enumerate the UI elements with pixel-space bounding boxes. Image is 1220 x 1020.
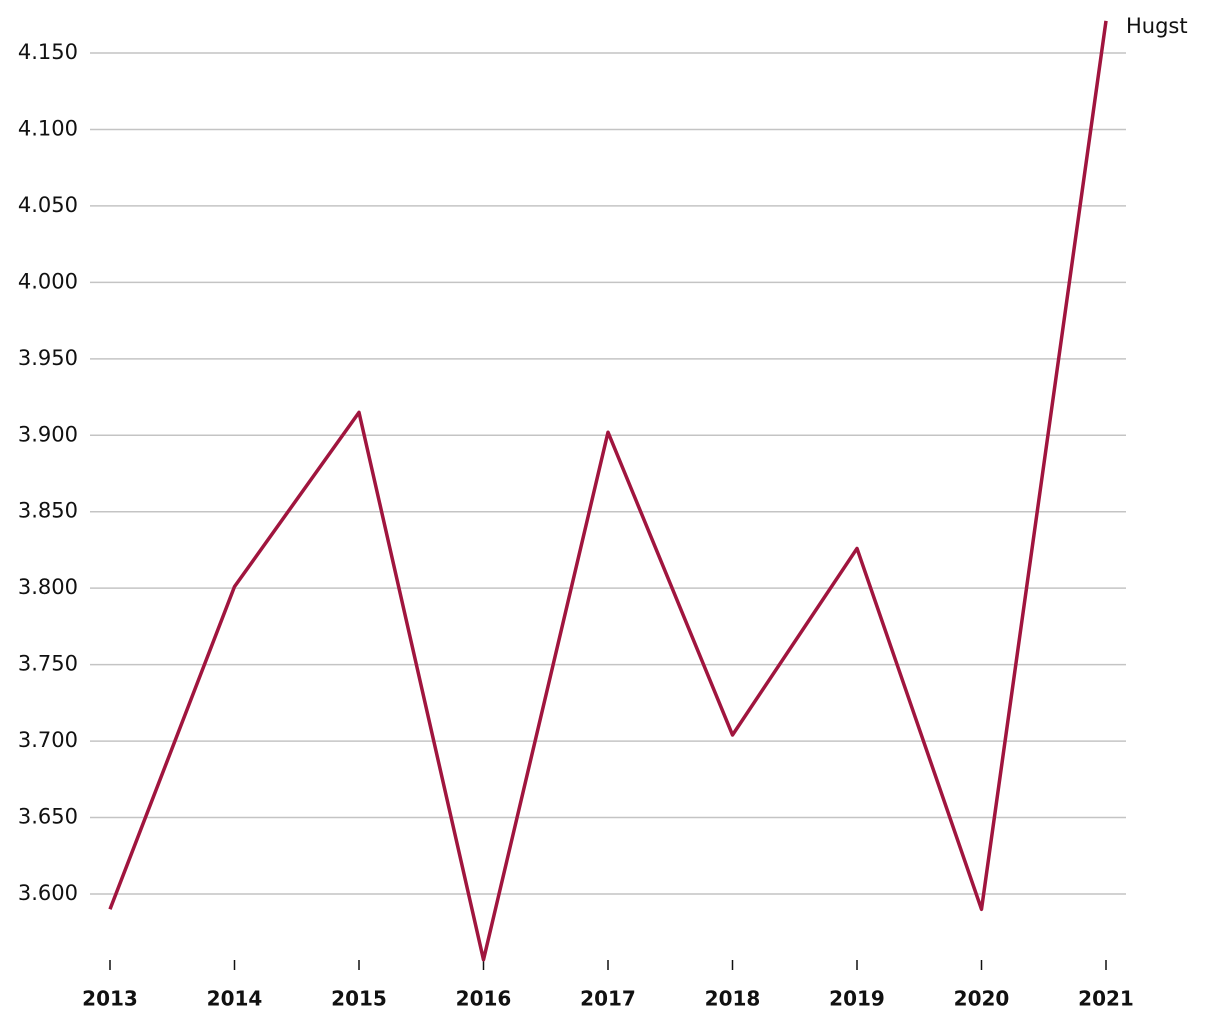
x-tick-label: 2016: [456, 987, 512, 1011]
y-tick-label: 3.700: [18, 728, 78, 752]
y-tick-label: 4.150: [18, 40, 78, 64]
y-tick-label: 3.900: [18, 422, 78, 446]
x-tick-label: 2013: [82, 987, 138, 1011]
series-label: Hugst: [1126, 14, 1188, 38]
y-tick-label: 3.650: [18, 805, 78, 829]
x-tick-label: 2021: [1078, 987, 1134, 1011]
x-tick-label: 2017: [580, 987, 636, 1011]
series-line: [108, 20, 1108, 962]
y-tick-label: 4.000: [18, 269, 78, 293]
x-tick-label: 2020: [954, 987, 1010, 1011]
x-tick-label: 2018: [705, 987, 761, 1011]
y-tick-label: 3.750: [18, 652, 78, 676]
y-tick-label: 3.800: [18, 575, 78, 599]
y-tick-label: 4.050: [18, 193, 78, 217]
y-tick-label: 3.600: [18, 881, 78, 905]
y-tick-label: 3.950: [18, 346, 78, 370]
x-tick-label: 2014: [207, 987, 263, 1011]
x-tick-label: 2015: [331, 987, 387, 1011]
y-tick-label: 4.100: [18, 116, 78, 140]
y-tick-label: 3.850: [18, 499, 78, 523]
x-tick-label: 2019: [829, 987, 885, 1011]
